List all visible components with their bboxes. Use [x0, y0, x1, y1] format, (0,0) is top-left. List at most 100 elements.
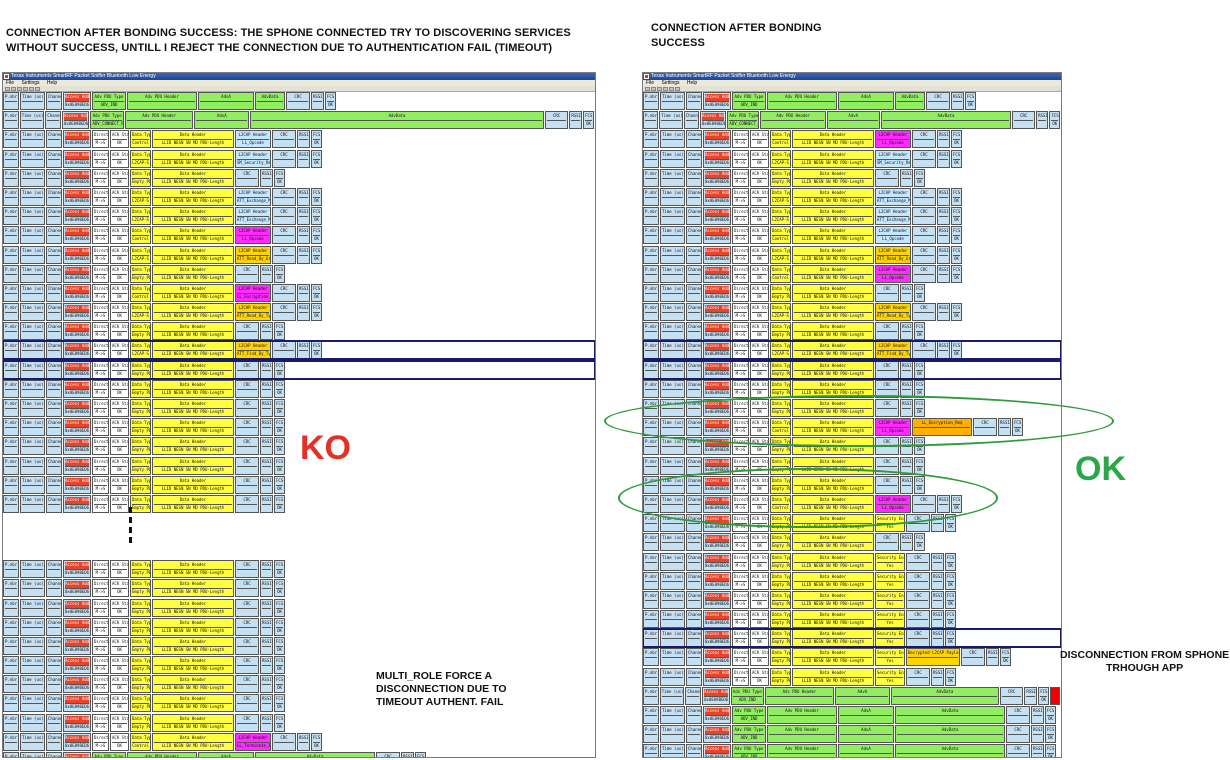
- packet-row[interactable]: P.nbr.Time (us)ChannelAccess Address0x8E…: [643, 187, 1061, 206]
- packet-row[interactable]: P.nbr.Time (us)ChannelAccess Address0x8E…: [643, 590, 1061, 609]
- multi-role-note: MULTI_ROLE FORCE A DISCONNECTION DUE TO …: [376, 670, 506, 709]
- menu-help[interactable]: Help: [46, 80, 58, 86]
- channel-cell: Channel: [46, 130, 62, 149]
- packet-row[interactable]: P.nbr.Time (us)ChannelAccess Address0x8E…: [643, 130, 1061, 149]
- time-cell: Time (us): [20, 245, 45, 264]
- toolbar-save-button[interactable]: [657, 87, 662, 91]
- packet-row[interactable]: P.nbr.Time (us)ChannelAccess Address0x8E…: [643, 552, 1061, 571]
- toolbar-clear-button[interactable]: [35, 87, 40, 91]
- packet-row[interactable]: P.nbr.Time (us)ChannelAccess Address0x8E…: [643, 667, 1061, 686]
- packet-row[interactable]: P.nbr.Time (us)ChannelAccess Address0x8E…: [3, 579, 595, 598]
- toolbar-stop-button[interactable]: [669, 87, 674, 91]
- packet-row[interactable]: P.nbr.Time (us)ChannelAccess Address0x8E…: [3, 694, 595, 713]
- toolbar-stop-button[interactable]: [29, 87, 34, 91]
- toolbar-play-button[interactable]: [663, 87, 668, 91]
- ack-status-cell: ACK StatusOK: [750, 245, 769, 264]
- packet-row[interactable]: P.nbr.Time (us)ChannelAccess Address0x8E…: [3, 418, 595, 437]
- packet-row[interactable]: P.nbr.Time (us)ChannelAccess Address0x8E…: [3, 303, 595, 322]
- menu-settings[interactable]: Settings: [661, 80, 680, 86]
- ack-status-cell: ACK StatusOK: [110, 264, 129, 283]
- packet-row[interactable]: P.nbr.Time (us)ChannelAccess Address0x8E…: [3, 475, 595, 494]
- packet-row[interactable]: P.nbr.Time (us)ChannelAccess Address0x8E…: [3, 111, 595, 130]
- menu-settings[interactable]: Settings: [21, 80, 40, 86]
- packet-row[interactable]: P.nbr.Time (us)ChannelAccess Address0x8E…: [3, 149, 595, 168]
- packet-row[interactable]: P.nbr.Time (us)ChannelAccess Address0x8E…: [3, 732, 595, 751]
- menu-file[interactable]: File: [6, 80, 15, 86]
- packet-row[interactable]: P.nbr.Time (us)ChannelAccess Address0x8E…: [3, 636, 595, 655]
- packet-row[interactable]: P.nbr.Time (us)ChannelAccess Address0x8E…: [643, 168, 1061, 187]
- toolbar-save-button[interactable]: [17, 87, 22, 91]
- packet-row[interactable]: P.nbr.Time (us)ChannelAccess Address0x8E…: [643, 610, 1061, 629]
- packet-row[interactable]: P.nbr.Time (us)ChannelAccess Address0x8E…: [3, 226, 595, 245]
- crc-cell: CRC: [926, 92, 950, 110]
- rssi-cell: RSSI (dBm): [937, 245, 950, 264]
- packet-row[interactable]: P.nbr.Time (us)ChannelAccess Address0x8E…: [643, 92, 1061, 110]
- packet-row[interactable]: P.nbr.Time (us)ChannelAccess Address0x8E…: [3, 264, 595, 283]
- ack-status-cell: ACK StatusOK: [110, 675, 129, 694]
- packet-row[interactable]: P.nbr.Time (us)ChannelAccess Address0x8E…: [643, 725, 1061, 744]
- packet-row[interactable]: P.nbr.Time (us)ChannelAccess Address0x8E…: [643, 533, 1061, 552]
- right-window-title: Texas Instruments SmartRF Packet Sniffer…: [651, 73, 796, 79]
- packet-row[interactable]: P.nbr.Time (us)ChannelAccess Address0x8E…: [643, 359, 1061, 380]
- packet-row[interactable]: P.nbr.Time (us)ChannelAccess Address0x8E…: [3, 437, 595, 456]
- packet-row[interactable]: P.nbr.Time (us)ChannelAccess Address0x8E…: [3, 207, 595, 226]
- packet-row[interactable]: P.nbr.Time (us)ChannelAccess Address0x8E…: [643, 322, 1061, 341]
- packet-row[interactable]: P.nbr.Time (us)ChannelAccess Address0x8E…: [3, 359, 595, 380]
- data-header-cell: Data Header LLID NESN SN MD PDU-Length: [792, 533, 874, 552]
- packet-row[interactable]: P.nbr.Time (us)ChannelAccess Address0x8E…: [3, 752, 595, 757]
- toolbar-clear-button[interactable]: [675, 87, 680, 91]
- menu-help[interactable]: Help: [686, 80, 698, 86]
- packet-row[interactable]: P.nbr.Time (us)ChannelAccess Address0x8E…: [3, 245, 595, 264]
- packet-row[interactable]: P.nbr.Time (us)ChannelAccess Address0x8E…: [3, 656, 595, 675]
- packet-row[interactable]: P.nbr.Time (us)ChannelAccess Address0x8E…: [3, 187, 595, 206]
- packet-row[interactable]: P.nbr.Time (us)ChannelAccess Address0x8E…: [643, 149, 1061, 168]
- packet-row[interactable]: P.nbr.Time (us)ChannelAccess Address0x8E…: [643, 628, 1061, 649]
- packet-number-cell: P.nbr.: [3, 713, 19, 732]
- packet-row[interactable]: P.nbr.Time (us)ChannelAccess Address0x8E…: [3, 617, 595, 636]
- packet-row[interactable]: P.nbr.Time (us)ChannelAccess Address0x8E…: [3, 456, 595, 475]
- packet-row[interactable]: P.nbr.Time (us)ChannelAccess Address0x8E…: [643, 303, 1061, 322]
- packet-row[interactable]: P.nbr.Time (us)ChannelAccess Address0x8E…: [643, 648, 1061, 667]
- packet-row[interactable]: P.nbr.Time (us)ChannelAccess Address0x8E…: [3, 560, 595, 579]
- packet-row[interactable]: P.nbr.Time (us)ChannelAccess Address0x8E…: [3, 92, 595, 110]
- packet-row[interactable]: P.nbr.Time (us)ChannelAccess Address0x8E…: [3, 168, 595, 187]
- packet-row[interactable]: P.nbr.Time (us)ChannelAccess Address0x8E…: [643, 264, 1061, 283]
- menu-file[interactable]: File: [646, 80, 655, 86]
- toolbar-play-button[interactable]: [23, 87, 28, 91]
- packet-row[interactable]: P.nbr.Time (us)ChannelAccess Address0x8E…: [3, 130, 595, 149]
- data-type-cell: Data TypeEmpty PDU: [130, 713, 151, 732]
- packet-row[interactable]: P.nbr.Time (us)ChannelAccess Address0x8E…: [3, 675, 595, 694]
- packet-number-cell: P.nbr.: [643, 744, 659, 757]
- packet-row[interactable]: P.nbr.Time (us)ChannelAccess Address0x8E…: [3, 494, 595, 513]
- packet-row[interactable]: P.nbr.Time (us)ChannelAccess Address0x8E…: [3, 322, 595, 341]
- packet-row[interactable]: P.nbr.Time (us)ChannelAccess Address0x8E…: [3, 379, 595, 398]
- access-address-cell: Access Address0x8E89BED6: [63, 207, 91, 226]
- packet-row[interactable]: P.nbr.Time (us)ChannelAccess Address0x8E…: [643, 245, 1061, 264]
- packet-row[interactable]: P.nbr.Time (us)ChannelAccess Address0x8E…: [3, 283, 595, 302]
- toolbar-open-button[interactable]: [651, 87, 656, 91]
- access-address-cell: Access Address0x8E89BED6: [703, 264, 731, 283]
- channel-cell: Channel: [686, 379, 702, 398]
- packet-row[interactable]: P.nbr.Time (us)ChannelAccess Address0x8E…: [643, 706, 1061, 724]
- packet-row[interactable]: P.nbr.Time (us)ChannelAccess Address0x8E…: [3, 713, 595, 732]
- time-cell: Time (us): [660, 322, 685, 341]
- ack-status-cell: ACK StatusOK: [750, 571, 769, 590]
- packet-number-cell: P.nbr.: [3, 322, 19, 341]
- toolbar-new-button[interactable]: [645, 87, 650, 91]
- data-type-cell: Data TypeL2CAP-S: [130, 341, 151, 360]
- packet-row[interactable]: P.nbr.Time (us)ChannelAccess Address0x8E…: [643, 111, 1061, 130]
- packet-row[interactable]: P.nbr.Time (us)ChannelAccess Address0x8E…: [643, 283, 1061, 302]
- packet-row[interactable]: P.nbr.Time (us)ChannelAccess Address0x8E…: [643, 571, 1061, 590]
- packet-row[interactable]: P.nbr.Time (us)ChannelAccess Address0x8E…: [643, 207, 1061, 226]
- packet-row[interactable]: P.nbr.Time (us)ChannelAccess Address0x8E…: [643, 744, 1061, 757]
- packet-row[interactable]: P.nbr.Time (us)ChannelAccess Address0x8E…: [3, 340, 595, 361]
- packet-row[interactable]: P.nbr.Time (us)ChannelAccess Address0x8E…: [643, 686, 1061, 705]
- packet-row[interactable]: P.nbr.Time (us)ChannelAccess Address0x8E…: [643, 340, 1061, 361]
- packet-row[interactable]: P.nbr.Time (us)ChannelAccess Address0x8E…: [643, 379, 1061, 398]
- packet-row[interactable]: P.nbr.Time (us)ChannelAccess Address0x8E…: [3, 598, 595, 617]
- toolbar-open-button[interactable]: [11, 87, 16, 91]
- packet-row[interactable]: P.nbr.Time (us)ChannelAccess Address0x8E…: [3, 399, 595, 417]
- toolbar-new-button[interactable]: [5, 87, 10, 91]
- packet-row[interactable]: P.nbr.Time (us)ChannelAccess Address0x8E…: [643, 226, 1061, 245]
